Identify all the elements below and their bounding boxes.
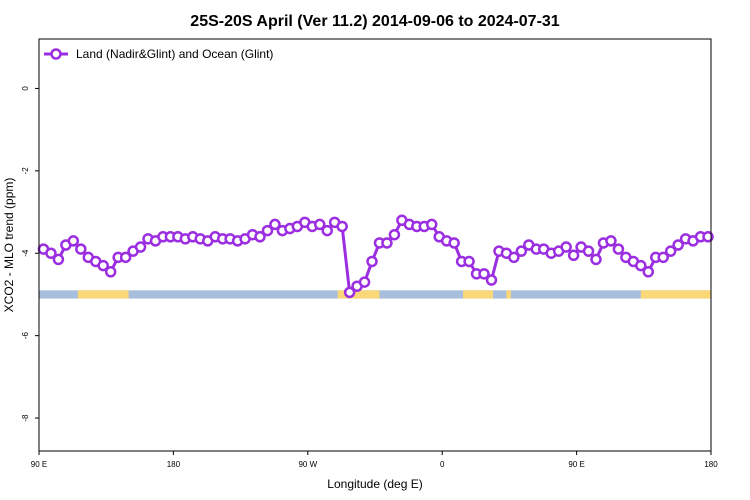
y-tick-label: -2: [21, 167, 30, 175]
y-tick-label: -8: [21, 414, 30, 422]
data-point: [485, 274, 498, 286]
land-segment-0: [77, 290, 129, 299]
series-line-0: [42, 218, 709, 294]
data-point: [366, 255, 378, 268]
chart-title: 25S-20S April (Ver 11.2) 2014-09-06 to 2…: [190, 13, 560, 30]
y-tick-label: -6: [21, 332, 30, 340]
series-layer: [37, 214, 714, 299]
data-point: [478, 268, 490, 280]
land-segment-4: [640, 290, 711, 299]
data-point: [672, 239, 684, 251]
x-tick-label: 90 E: [568, 460, 584, 469]
data-point: [67, 235, 80, 247]
data-point: [75, 243, 87, 255]
data-point: [388, 228, 401, 241]
x-tick-label: 90 E: [31, 460, 47, 469]
land-segment-2: [463, 290, 493, 299]
land-segment-3: [506, 290, 511, 299]
data-point: [97, 259, 109, 272]
data-point: [567, 249, 580, 262]
x-tick-label: 90 W: [298, 460, 317, 469]
data-point: [358, 276, 371, 288]
data-point: [45, 247, 57, 259]
data-point: [515, 245, 528, 257]
data-point: [702, 231, 714, 243]
legend: Land (Nadir&Glint) and Ocean (Glint): [44, 47, 273, 61]
x-tick-label: 0: [440, 460, 445, 469]
data-point: [448, 237, 460, 249]
data-point: [657, 251, 669, 264]
data-point: [343, 286, 356, 299]
x-tick-label: 180: [704, 460, 718, 469]
data-point: [582, 245, 595, 257]
data-point: [104, 266, 117, 278]
data-point: [590, 253, 602, 266]
data-point: [321, 224, 333, 237]
legend-entry: Land (Nadir&Glint) and Ocean (Glint): [76, 47, 273, 61]
data-point: [635, 259, 647, 272]
data-point: [381, 237, 393, 249]
legend-marker: [50, 48, 62, 60]
data-point: [425, 218, 438, 231]
data-point: [664, 245, 677, 257]
land-ocean-band: [39, 290, 711, 299]
data-point: [119, 251, 132, 264]
y-tick-label: 0: [21, 86, 30, 91]
data-point: [336, 220, 348, 233]
land-segment-1: [337, 290, 380, 299]
y-axis: 0 -2 -4 -6 -8: [21, 86, 39, 422]
data-point: [605, 235, 617, 247]
data-point: [134, 241, 147, 253]
data-point: [463, 255, 475, 268]
data-point: [642, 266, 655, 278]
data-point: [269, 218, 281, 231]
data-point: [52, 253, 65, 266]
x-axis: 90 E 180 90 W 0 90 E 180: [31, 451, 718, 469]
data-point: [508, 251, 520, 264]
plot-frame: [38, 38, 712, 452]
data-point: [612, 243, 625, 255]
data-point: [254, 231, 266, 243]
data-point: [261, 224, 274, 237]
y-tick-label: -4: [21, 249, 30, 257]
data-point: [560, 241, 572, 253]
y-axis-label: XCO2 - MLO trend (ppm): [2, 178, 16, 313]
x-axis-label: Longitude (deg E): [327, 477, 422, 491]
data-point: [313, 218, 326, 231]
x-tick-label: 180: [167, 460, 181, 469]
